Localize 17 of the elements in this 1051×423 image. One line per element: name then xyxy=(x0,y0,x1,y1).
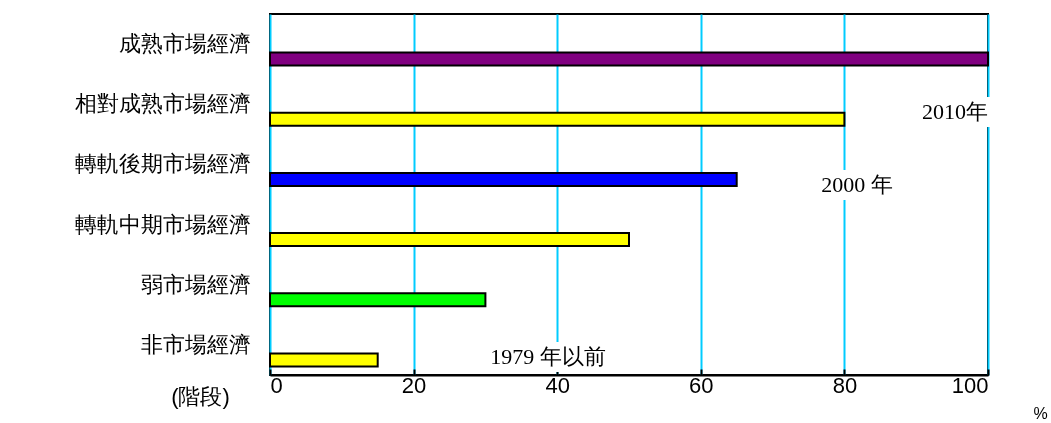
x-tick-label: 100 xyxy=(951,372,989,398)
x-axis-title: % xyxy=(1033,404,1048,422)
annotation: 1979 年以前 xyxy=(488,342,608,372)
y-tick-label: 相對成熟市場經濟 xyxy=(74,91,251,117)
x-tick-label: 0 xyxy=(270,372,283,398)
x-tick-label: 40 xyxy=(545,372,570,398)
x-tick-label: 20 xyxy=(401,372,427,398)
y-tick-label: 轉軌後期市場經濟 xyxy=(74,151,251,177)
y-tick-label: 非市場經濟 xyxy=(140,331,251,357)
annotation: 2000 年 xyxy=(819,170,895,200)
y-axis-title: (階段) xyxy=(171,383,230,409)
y-tick-label: 弱市場經濟 xyxy=(140,271,251,297)
y-tick-label: 轉軌中期市場經濟 xyxy=(74,211,251,237)
x-tick-label: 80 xyxy=(832,372,858,398)
y-tick-label: 成熟市場經濟 xyxy=(118,31,251,57)
x-tick-label: 60 xyxy=(689,372,714,398)
annotation: 2010年 xyxy=(920,97,990,127)
